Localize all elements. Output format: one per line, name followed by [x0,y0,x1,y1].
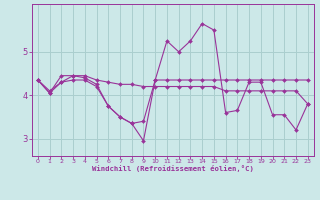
X-axis label: Windchill (Refroidissement éolien,°C): Windchill (Refroidissement éolien,°C) [92,165,254,172]
